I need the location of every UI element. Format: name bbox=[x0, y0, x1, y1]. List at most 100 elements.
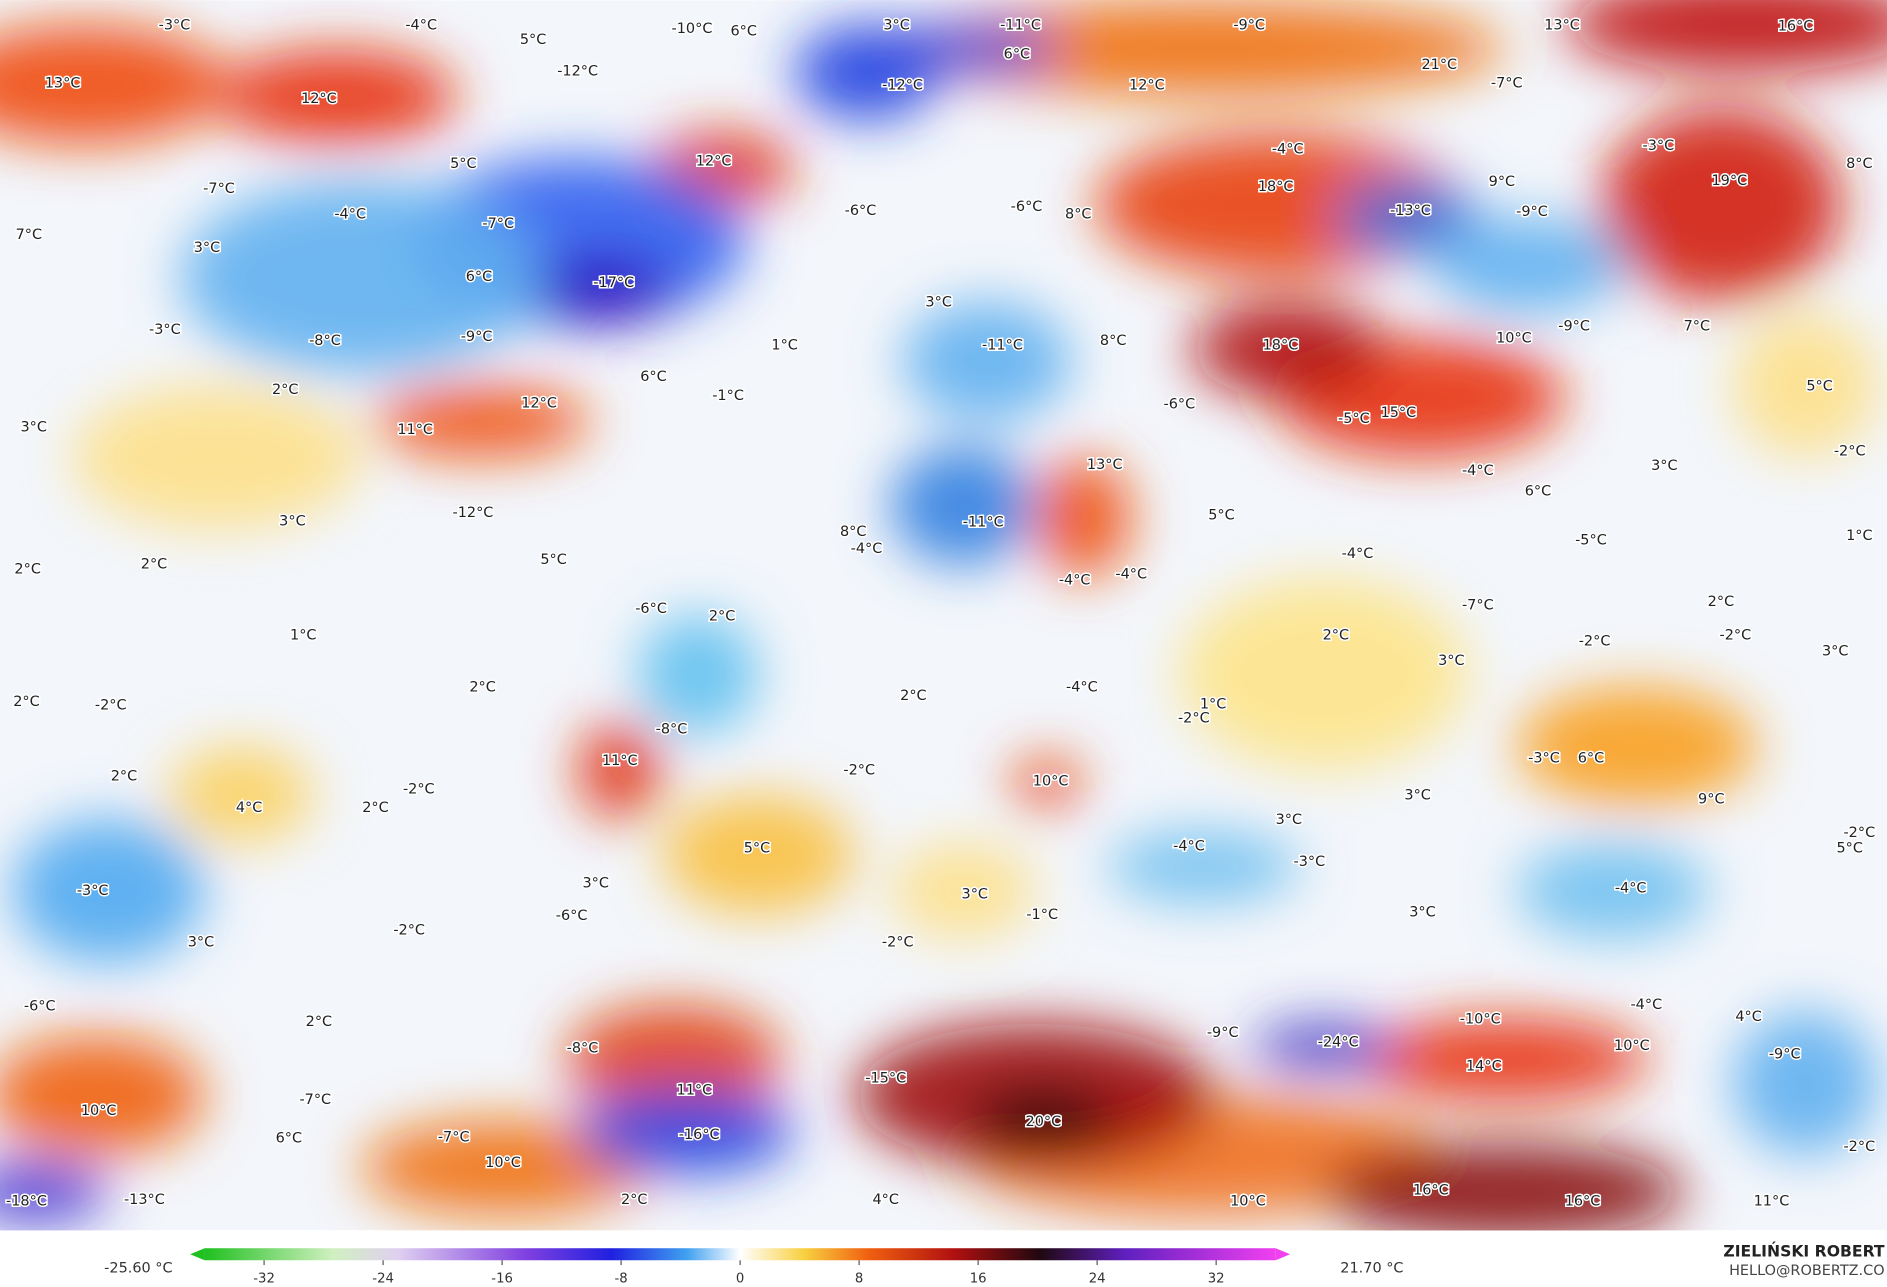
temperature-label: 10°C bbox=[81, 1103, 117, 1119]
colorbar-tick-label: -16 bbox=[491, 1271, 513, 1286]
temperature-label: -7°C bbox=[438, 1130, 470, 1146]
temperature-label: -8°C bbox=[656, 722, 688, 738]
temperature-area bbox=[0, 24, 229, 145]
temperature-label: -2°C bbox=[95, 697, 127, 713]
temperature-label: 3°C bbox=[925, 294, 952, 310]
temperature-area bbox=[902, 0, 1505, 97]
author: ZIELIŃSKI ROBERT bbox=[1723, 1241, 1885, 1260]
temperature-label: 2°C bbox=[709, 608, 736, 624]
temperature-label: -2°C bbox=[403, 782, 435, 798]
temperature-label: 11°C bbox=[397, 422, 433, 438]
temperature-area bbox=[529, 252, 674, 326]
temperature-label: -4°C bbox=[851, 541, 883, 557]
temperature-area bbox=[373, 385, 590, 458]
temperature-label: -2°C bbox=[1720, 628, 1752, 644]
temperature-area bbox=[637, 614, 759, 735]
temperature-label: -2°C bbox=[1843, 825, 1875, 841]
colorbar-tick-label: 32 bbox=[1208, 1271, 1225, 1286]
temperature-label: 10°C bbox=[485, 1155, 521, 1171]
temperature-label: 12°C bbox=[301, 91, 337, 107]
temperature-label: 1°C bbox=[1846, 528, 1873, 544]
temperature-label: 3°C bbox=[1276, 812, 1303, 828]
temperature-label: 18°C bbox=[1263, 338, 1299, 354]
temperature-label: 5°C bbox=[450, 156, 477, 172]
temperature-area bbox=[0, 1035, 205, 1156]
temperature-label: 2°C bbox=[14, 561, 41, 577]
temperature-label: -12°C bbox=[453, 505, 494, 521]
temperature-label: -4°C bbox=[1066, 679, 1098, 695]
temperature-label: 6°C bbox=[1525, 483, 1552, 499]
temperature-label: -6°C bbox=[24, 998, 56, 1014]
temperature-label: 2°C bbox=[272, 382, 299, 398]
temperature-label: 8°C bbox=[1846, 156, 1873, 172]
email: HELLO@ROBERTZ.CO bbox=[1729, 1263, 1885, 1279]
temperature-label: -11°C bbox=[1000, 18, 1041, 34]
temperature-label: -12°C bbox=[557, 63, 598, 79]
temperature-label: -9°C bbox=[1233, 18, 1265, 34]
temperature-label: 3°C bbox=[1651, 458, 1678, 474]
temperature-label: 10°C bbox=[1230, 1193, 1266, 1209]
temperature-label: 6°C bbox=[640, 369, 667, 385]
temperature-label: -2°C bbox=[393, 923, 425, 939]
temperature-label: -6°C bbox=[556, 908, 588, 924]
temperature-label: 2°C bbox=[362, 800, 389, 816]
colorbar-end bbox=[190, 1248, 205, 1261]
temperature-label: 1°C bbox=[290, 628, 317, 644]
temperature-label: 6°C bbox=[730, 24, 757, 40]
colorbar-tick-label: -32 bbox=[253, 1271, 275, 1286]
temperature-label: 10°C bbox=[1033, 773, 1069, 789]
temperature-area bbox=[12, 818, 205, 964]
temperature-label: 2°C bbox=[13, 694, 40, 710]
temperature-label: -6°C bbox=[635, 601, 667, 617]
temperature-area bbox=[1564, 0, 1887, 73]
temperature-label: -10°C bbox=[672, 21, 713, 37]
temperature-label: 3°C bbox=[1438, 653, 1465, 669]
temperature-label: 3°C bbox=[962, 886, 989, 902]
temperature-label: -8°C bbox=[567, 1040, 599, 1056]
temperature-area bbox=[180, 180, 542, 374]
temperature-label: 3°C bbox=[279, 513, 306, 529]
temperature-label: -6°C bbox=[845, 203, 877, 219]
temperature-label: 3°C bbox=[1409, 904, 1436, 920]
temperature-label: 5°C bbox=[520, 32, 547, 48]
temperature-area bbox=[1179, 577, 1469, 771]
temperature-label: 1°C bbox=[771, 338, 798, 354]
temperature-label: 5°C bbox=[744, 841, 771, 857]
temperature-label: 2°C bbox=[111, 768, 138, 784]
temperature-label: -2°C bbox=[1843, 1139, 1875, 1155]
temperature-label: 16°C bbox=[1778, 19, 1814, 35]
temperature-label: 6°C bbox=[1004, 46, 1031, 62]
temperature-label: 12°C bbox=[1129, 78, 1165, 94]
temperature-label: -24°C bbox=[1318, 1034, 1359, 1050]
temperature-label: 3°C bbox=[1404, 788, 1431, 804]
temperature-label: -2°C bbox=[1579, 634, 1611, 650]
temperature-label: -9°C bbox=[1207, 1025, 1239, 1041]
temperature-label: 2°C bbox=[621, 1192, 648, 1208]
temperature-label: 2°C bbox=[900, 688, 927, 704]
temperature-label: -4°C bbox=[1272, 141, 1304, 157]
temperature-label: -4°C bbox=[1059, 572, 1091, 588]
temperature-label: -1°C bbox=[1026, 907, 1058, 923]
temperature-label: 12°C bbox=[521, 395, 557, 411]
temperature-label: 3°C bbox=[1822, 643, 1849, 659]
temperature-area bbox=[1191, 301, 1384, 398]
temperature-label: 3°C bbox=[20, 419, 47, 435]
temperature-area bbox=[890, 445, 1035, 566]
temperature-label: -1°C bbox=[712, 388, 744, 404]
temperature-label: -4°C bbox=[1615, 880, 1647, 896]
temperature-label: -2°C bbox=[843, 762, 875, 778]
temperature-area bbox=[0, 1161, 109, 1222]
temperature-label: -16°C bbox=[679, 1127, 720, 1143]
temperature-label: -13°C bbox=[124, 1192, 165, 1208]
temperature-label: 15°C bbox=[1381, 405, 1417, 421]
temperature-label: -2°C bbox=[1178, 711, 1210, 727]
temperature-label: -4°C bbox=[1342, 546, 1374, 562]
temperature-area bbox=[1516, 686, 1758, 807]
temperature-area bbox=[866, 24, 1060, 73]
temperature-label: 3°C bbox=[188, 935, 215, 951]
temperature-label: -11°C bbox=[982, 338, 1023, 354]
temperature-label: 11°C bbox=[1754, 1193, 1790, 1209]
temperature-area bbox=[1432, 216, 1625, 314]
colorbar-tick-label: 16 bbox=[970, 1271, 987, 1286]
temperature-area bbox=[902, 301, 1072, 422]
